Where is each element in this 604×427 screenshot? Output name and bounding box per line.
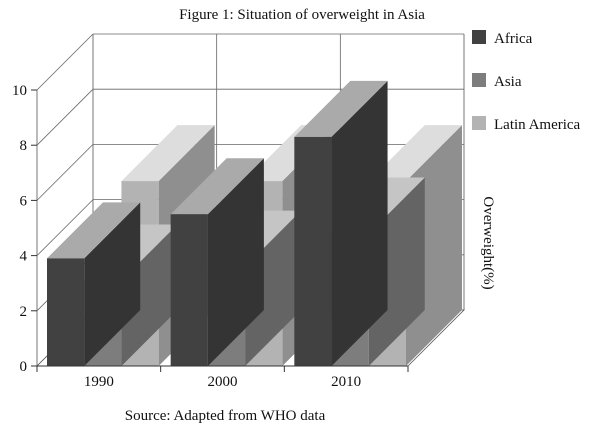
- x-axis-ticks: 1990 2000 2010: [36, 365, 409, 390]
- x-tick-label: 2000: [208, 374, 238, 390]
- bar-side: [84, 202, 141, 366]
- legend-label: Latin America: [494, 117, 581, 133]
- y-axis-label: Overweight(%): [480, 196, 496, 289]
- bar-front: [170, 214, 208, 366]
- y-tick-label: 8: [20, 138, 28, 154]
- chart-title: Figure 1: Situation of overweight in Asi…: [179, 7, 425, 23]
- x-tick-label: 1990: [84, 374, 114, 390]
- gridline-diagonal: [36, 33, 94, 91]
- gridline-diagonal: [36, 199, 94, 256]
- x-tick-label: 2010: [331, 374, 361, 390]
- bar-side: [207, 158, 264, 366]
- y-tick-label: 6: [20, 193, 28, 209]
- chart-bars: [47, 80, 462, 367]
- bar-africa-2000: [170, 158, 264, 366]
- legend-swatch: [472, 30, 486, 44]
- bar-top: [170, 158, 264, 215]
- bar-side: [331, 80, 388, 367]
- bar-top: [294, 80, 388, 137]
- bar-top: [121, 125, 215, 182]
- bar-front: [47, 258, 85, 366]
- bar-front: [294, 136, 332, 366]
- y-tick-label: 4: [20, 249, 28, 265]
- gridline-diagonal: [36, 88, 94, 146]
- y-tick-label: 2: [20, 304, 28, 320]
- bar-side: [245, 210, 302, 366]
- legend-swatch: [472, 73, 486, 87]
- source-note: Source: Adapted from WHO data: [125, 408, 326, 424]
- y-axis-ticks: 0 2 4 6 8 10: [12, 83, 37, 375]
- bar-top: [47, 202, 141, 259]
- legend-label: Asia: [494, 74, 522, 90]
- bar-side: [121, 224, 178, 366]
- legend-label: Africa: [494, 31, 533, 47]
- gridline-diagonal: [36, 144, 94, 201]
- bar-africa-1990: [47, 202, 141, 366]
- legend-swatch: [472, 116, 486, 130]
- bar-africa-2010: [294, 80, 388, 367]
- y-tick-label: 0: [20, 359, 28, 375]
- y-tick-label: 10: [12, 83, 27, 99]
- chart-legend: Africa Asia Latin America: [472, 30, 581, 133]
- bar-top: [368, 125, 462, 182]
